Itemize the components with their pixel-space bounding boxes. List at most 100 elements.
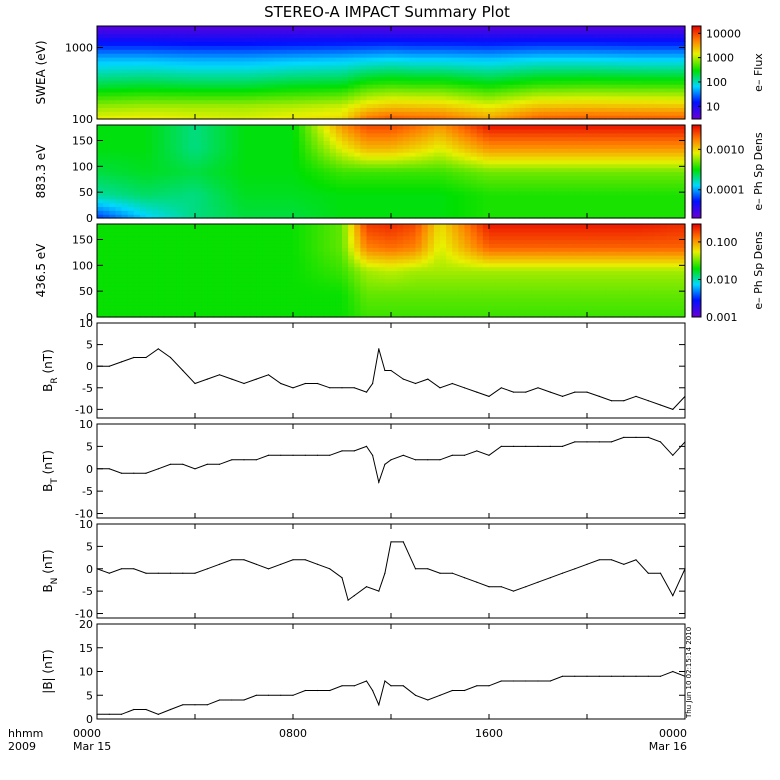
heatmap-cell bbox=[654, 214, 662, 219]
heatmap-cell bbox=[115, 190, 123, 196]
heatmap-cell bbox=[623, 152, 631, 157]
heatmap-cell bbox=[660, 41, 668, 46]
heatmap-cell bbox=[446, 163, 453, 169]
heatmap-cell bbox=[378, 91, 386, 97]
heatmap-cell bbox=[433, 198, 441, 204]
heatmap-cell bbox=[317, 159, 325, 165]
heatmap-cell bbox=[188, 64, 196, 70]
heatmap-cell bbox=[391, 107, 398, 112]
heatmap-cell bbox=[225, 72, 233, 77]
heatmap-cell bbox=[231, 167, 239, 173]
heatmap-cell bbox=[648, 72, 655, 77]
heatmap-cell bbox=[182, 53, 190, 58]
heatmap-cell bbox=[446, 206, 453, 211]
heatmap-cell bbox=[525, 37, 533, 43]
heatmap-cell bbox=[293, 76, 300, 81]
heatmap-cell bbox=[458, 115, 466, 120]
heatmap-cell bbox=[403, 111, 410, 116]
heatmap-cell bbox=[384, 163, 392, 169]
heatmap-cell bbox=[458, 64, 466, 70]
heatmap-cell bbox=[342, 41, 349, 46]
heatmap-cell bbox=[237, 132, 245, 138]
heatmap-cell bbox=[127, 95, 135, 101]
heatmap-cell bbox=[317, 136, 325, 142]
heatmap-cell bbox=[139, 202, 147, 207]
heatmap-cell bbox=[207, 60, 214, 66]
heatmap-cell bbox=[538, 80, 545, 85]
heatmap-cell bbox=[335, 194, 343, 200]
heatmap-cell bbox=[286, 76, 294, 81]
heatmap-cell bbox=[158, 45, 165, 50]
heatmap-cell bbox=[378, 187, 386, 192]
heatmap-cell bbox=[244, 202, 251, 207]
heatmap-cell bbox=[507, 45, 515, 50]
heatmap-cell bbox=[97, 286, 104, 291]
heatmap-cell bbox=[458, 206, 466, 211]
heatmap-cell bbox=[219, 125, 227, 130]
heatmap-cell bbox=[164, 163, 172, 169]
heatmap-cell bbox=[219, 202, 227, 207]
heatmap-cell bbox=[237, 91, 245, 97]
heatmap-cell bbox=[201, 144, 208, 149]
heatmap-cell bbox=[170, 313, 178, 318]
heatmap-cell bbox=[421, 210, 429, 215]
heatmap-cell bbox=[366, 88, 374, 93]
heatmap-cell bbox=[495, 72, 502, 77]
heatmap-cell bbox=[158, 278, 165, 283]
y-tick-label: 150 bbox=[72, 135, 93, 148]
heatmap-cell bbox=[274, 53, 282, 58]
heatmap-cell bbox=[538, 103, 545, 108]
heatmap-cell bbox=[550, 45, 557, 50]
heatmap-cell bbox=[617, 68, 625, 74]
heatmap-cell bbox=[274, 198, 282, 204]
heatmap-cell bbox=[195, 99, 202, 105]
heatmap-cell bbox=[648, 115, 655, 120]
heatmap-cell bbox=[391, 128, 398, 134]
heatmap-cell bbox=[146, 313, 153, 318]
heatmap-cell bbox=[133, 37, 141, 43]
heatmap-cell bbox=[446, 53, 453, 58]
heatmap-cell bbox=[207, 202, 214, 207]
heatmap-cell bbox=[335, 29, 343, 35]
heatmap-cell bbox=[121, 111, 129, 116]
heatmap-cell bbox=[237, 144, 245, 149]
heatmap-cell bbox=[103, 179, 110, 184]
heatmap-cell bbox=[115, 243, 123, 248]
heatmap-cell bbox=[666, 183, 674, 188]
heatmap-cell bbox=[642, 167, 649, 173]
heatmap-cell bbox=[421, 107, 429, 112]
heatmap-cell bbox=[244, 103, 251, 108]
heatmap-cell bbox=[415, 187, 423, 192]
heatmap-cell bbox=[121, 107, 129, 112]
heatmap-cell bbox=[452, 144, 459, 149]
heatmap-cell bbox=[268, 144, 276, 149]
heatmap-cell bbox=[139, 159, 147, 165]
heatmap-cell bbox=[354, 84, 361, 89]
heatmap-cell bbox=[519, 128, 527, 134]
heatmap-cell bbox=[139, 60, 147, 66]
heatmap-cell bbox=[103, 183, 110, 188]
heatmap-cell bbox=[305, 53, 312, 58]
heatmap-cell bbox=[286, 163, 294, 169]
heatmap-cell bbox=[538, 88, 545, 93]
heatmap-cell bbox=[433, 194, 441, 200]
heatmap-cell bbox=[458, 136, 466, 142]
heatmap-cell bbox=[470, 103, 478, 108]
heatmap-cell bbox=[170, 202, 178, 207]
heatmap-cell bbox=[415, 163, 423, 169]
heatmap-cell bbox=[648, 37, 655, 43]
heatmap-cell bbox=[642, 159, 649, 165]
heatmap-cell bbox=[225, 76, 233, 81]
heatmap-cell bbox=[188, 91, 196, 97]
heatmap-cell bbox=[482, 84, 490, 89]
heatmap-cell bbox=[329, 171, 337, 176]
heatmap-cell bbox=[574, 198, 582, 204]
heatmap-cell bbox=[176, 286, 184, 291]
heatmap-cell bbox=[158, 49, 165, 54]
heatmap-cell bbox=[611, 163, 619, 169]
heatmap-cell bbox=[599, 148, 606, 153]
heatmap-cell bbox=[207, 26, 214, 31]
heatmap-cell bbox=[207, 57, 214, 62]
heatmap-cell bbox=[378, 33, 386, 39]
